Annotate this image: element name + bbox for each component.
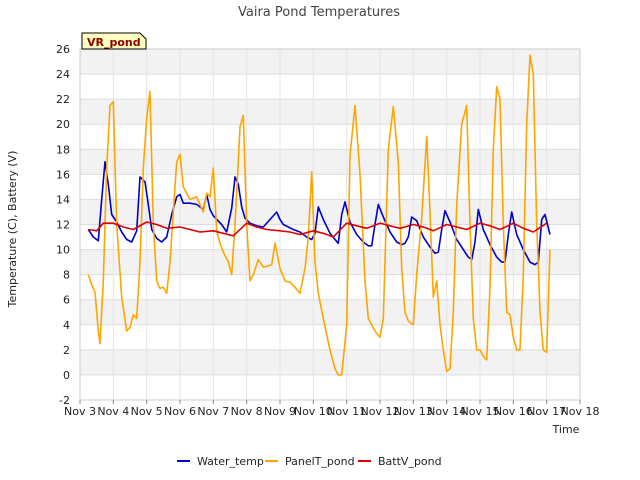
legend-label: Water_temp [197,455,264,468]
x-tick-label: Nov 16 [494,405,533,418]
grid-bands [80,49,580,375]
legend-label: BattV_pond [378,455,442,468]
legend: Water_temp PanelT_pond BattV_pond [177,455,442,468]
x-tick-label: Nov 9 [264,405,296,418]
y-tick-label: -2 [59,394,70,407]
y-tick-label: 0 [63,369,70,382]
y-tick-label: 2 [63,344,70,357]
y-tick-label: 8 [63,269,70,282]
y-axis-title: Temperature (C), Battery (V) [6,151,19,309]
grid-band [80,249,580,275]
legend-label: PanelT_pond [285,455,355,468]
grid-band [80,99,580,125]
y-tick-label: 10 [56,244,70,257]
y-tick-label: 12 [56,219,70,232]
series-line-water-temp [87,161,551,266]
x-tick-label: Nov 6 [164,405,196,418]
y-tick-label: 18 [56,143,70,156]
x-axis-title: Time [552,423,580,436]
x-tick-label: Nov 10 [294,405,333,418]
y-tick-label: 4 [63,319,70,332]
grid-band [80,49,580,75]
grid-band [80,349,580,375]
legend-item-water-temp: Water_temp [177,455,264,468]
x-tick-label: Nov 4 [97,405,129,418]
x-tick-label: Nov 7 [197,405,229,418]
y-tick-label: 14 [56,193,70,206]
y-tick-label: 6 [63,294,70,307]
series-layer [87,54,551,376]
y-tick-label: 24 [56,68,70,81]
y-tick-label: 16 [56,168,70,181]
x-tick-label: Nov 3 [64,405,96,418]
x-tick-label: Nov 18 [561,405,600,418]
grid-band [80,199,580,225]
x-tick-label: Nov 8 [231,405,263,418]
x-tick-label: Nov 17 [527,405,566,418]
x-tick-label: Nov 15 [461,405,500,418]
y-tick-label: 26 [56,43,70,56]
series-line-battv-pond [88,221,548,238]
y-tick-label: 20 [56,118,70,131]
grid-band [80,149,580,175]
plot-frame [79,48,581,401]
y-tick-label: 22 [56,93,70,106]
x-tick-label: Nov 14 [427,405,466,418]
chart-title: Vaira Pond Temperatures [238,5,400,20]
legend-item-battv-pond: BattV_pond [358,455,442,468]
site-tag-label: VR_pond [87,36,141,49]
site-tag: VR_pond [81,32,147,50]
x-tick-label: Nov 5 [131,405,163,418]
series-line-panelt-pond [87,54,551,376]
x-tick-label: Nov 13 [394,405,433,418]
x-tick-label: Nov 12 [361,405,400,418]
x-tick-label: Nov 11 [327,405,366,418]
grid-band [80,299,580,325]
legend-item-panelt-pond: PanelT_pond [265,455,355,468]
